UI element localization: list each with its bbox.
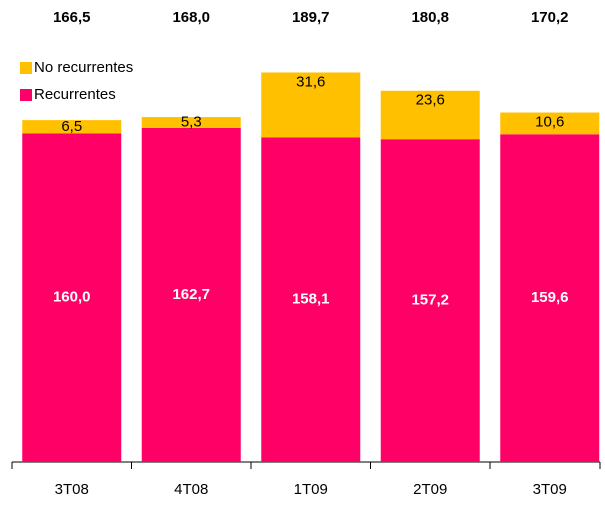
legend-swatch — [20, 89, 32, 101]
value-label: 5,3 — [181, 113, 202, 130]
bar-segment — [141, 127, 241, 462]
total-label: 166,5 — [53, 9, 91, 26]
value-label: 159,6 — [531, 289, 569, 306]
bar-segment — [22, 133, 122, 462]
bar-segment — [380, 90, 480, 140]
x-tick-label: 3T08 — [55, 481, 89, 498]
bar-segment — [500, 112, 600, 135]
x-tick-label: 2T09 — [413, 481, 447, 498]
total-label: 168,0 — [172, 9, 210, 26]
value-label: 157,2 — [411, 292, 449, 309]
bar-segment — [261, 72, 361, 138]
value-label: 31,6 — [296, 73, 325, 90]
bar-segment — [22, 120, 122, 134]
value-label: 23,6 — [416, 92, 445, 109]
bar-segment — [500, 134, 600, 462]
total-label: 180,8 — [411, 9, 449, 26]
value-label: 6,5 — [61, 118, 82, 135]
total-label: 189,7 — [292, 9, 330, 26]
bar-segment — [261, 137, 361, 463]
legend-label: No recurrentes — [34, 59, 133, 76]
value-label: 10,6 — [535, 113, 564, 130]
bar-segment — [380, 139, 480, 462]
legend-swatch — [20, 62, 32, 74]
value-label: 160,0 — [53, 289, 91, 306]
x-tick-label: 1T09 — [294, 481, 328, 498]
value-label: 162,7 — [172, 286, 210, 303]
x-tick-label: 3T09 — [533, 481, 567, 498]
x-tick-label: 4T08 — [174, 481, 208, 498]
legend-label: Recurrentes — [34, 86, 116, 103]
bar-segment — [141, 117, 241, 128]
value-label: 158,1 — [292, 291, 330, 308]
total-label: 170,2 — [531, 9, 569, 26]
